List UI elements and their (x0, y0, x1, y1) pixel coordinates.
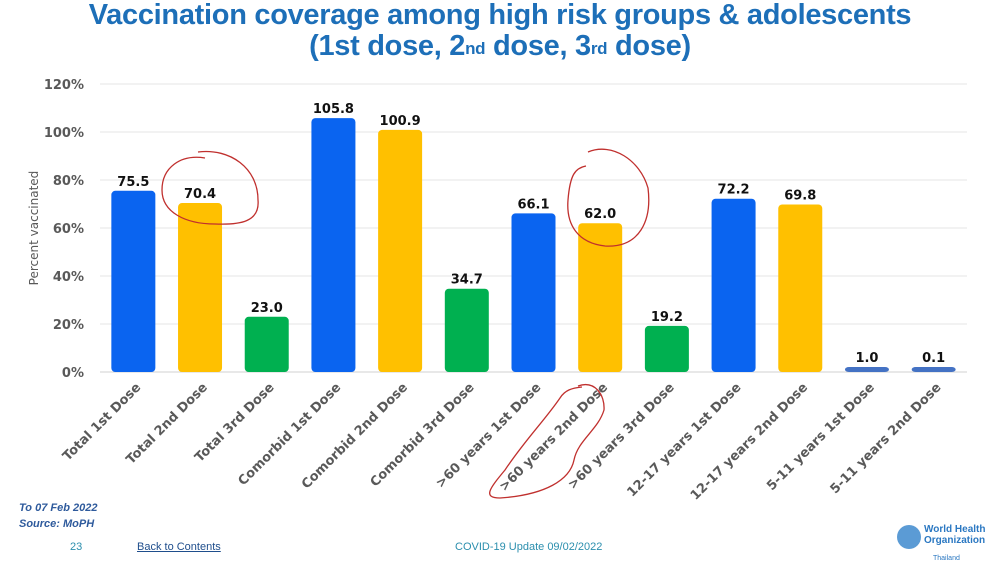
y-tick-label: 120% (44, 78, 84, 93)
bar (178, 203, 223, 372)
bar (444, 288, 489, 372)
data-label: 19.2 (651, 310, 683, 325)
data-label: 66.1 (517, 197, 549, 212)
data-label: 100.9 (380, 114, 421, 129)
bars (111, 118, 956, 372)
y-tick-label: 100% (44, 126, 84, 141)
data-label: 105.8 (313, 102, 354, 117)
back-to-contents-link[interactable]: Back to Contents (137, 541, 221, 553)
bar (911, 367, 956, 372)
data-label: 0.1 (922, 351, 945, 366)
y-tick-label: 20% (53, 318, 84, 333)
title-superscript: rd (590, 39, 608, 58)
data-label: 23.0 (251, 301, 283, 316)
annotation-circle-60-2nd-dose-label (489, 384, 605, 499)
data-label: 69.8 (784, 188, 816, 203)
source-note: Source: MoPH (19, 518, 95, 530)
annotation-circle-60-2nd-dose (567, 148, 650, 247)
data-label: 72.2 (718, 183, 750, 198)
y-tick-label: 80% (53, 174, 84, 189)
x-tick-label: 12-17 years 1st Dose (624, 380, 744, 500)
bar (244, 316, 289, 372)
bar (111, 190, 156, 372)
data-label: 75.5 (117, 175, 149, 190)
title-line-1: Vaccination coverage among high risk gro… (88, 0, 912, 31)
who-logo: World Health Organization Thailand (897, 522, 997, 567)
title-line-2: (1st dose, 2nd dose, 3rd dose) (0, 31, 1000, 62)
title-part: dose) (607, 30, 691, 62)
data-label: 34.7 (451, 273, 483, 288)
annotation-circle-total-2nd-dose (161, 150, 259, 225)
gridlines (100, 83, 967, 373)
date-note: To 07 Feb 2022 (19, 502, 98, 514)
y-tick-label: 60% (53, 222, 84, 237)
y-tick-label: 40% (53, 270, 84, 285)
bar (378, 129, 423, 372)
data-label: 70.4 (184, 187, 216, 202)
who-logo-country: Thailand (933, 555, 960, 562)
slide-title: Vaccination coverage among high risk gro… (0, 0, 1000, 62)
data-labels: 75.5 70.4 23.0 105.8 100.9 34.7 66.1 62.0 19.2 72… (117, 102, 945, 366)
who-emblem-icon (897, 525, 921, 549)
y-tick-label: 0% (62, 366, 84, 381)
title-part: dose, 3 (485, 30, 591, 62)
bar (311, 118, 356, 372)
bar (511, 213, 556, 372)
who-logo-line-1: World Health (924, 524, 986, 535)
annotations (161, 148, 650, 499)
x-tick-label: 12-17 years 2nd Dose (688, 380, 811, 503)
x-tick-label: >60 years 3rd Dose (565, 380, 677, 492)
y-axis-label: Percent vaccinated (27, 171, 41, 286)
data-label: 1.0 (855, 351, 878, 366)
bar (578, 223, 623, 372)
title-superscript: nd (465, 39, 486, 58)
page-number: 23 (70, 541, 83, 553)
footer-update-text: COVID-19 Update 09/02/2022 (455, 541, 603, 553)
bar (778, 204, 823, 372)
bar (711, 198, 756, 372)
data-label: 62.0 (584, 207, 616, 222)
bar (644, 325, 689, 372)
bar (844, 367, 889, 372)
x-tick-label: 5-11 years 1st Dose (764, 380, 878, 494)
who-logo-line-2: Organization (924, 535, 986, 546)
x-tick-label: >60 years 2nd Dose (497, 380, 611, 494)
x-tick-label: 5-11 years 2nd Dose (828, 380, 945, 497)
y-axis-ticks: 0% 20% 40% 60% 80% 100% 120% (44, 78, 84, 381)
title-part: (1st dose, 2 (309, 30, 466, 62)
who-logo-text: World Health Organization (924, 524, 985, 546)
